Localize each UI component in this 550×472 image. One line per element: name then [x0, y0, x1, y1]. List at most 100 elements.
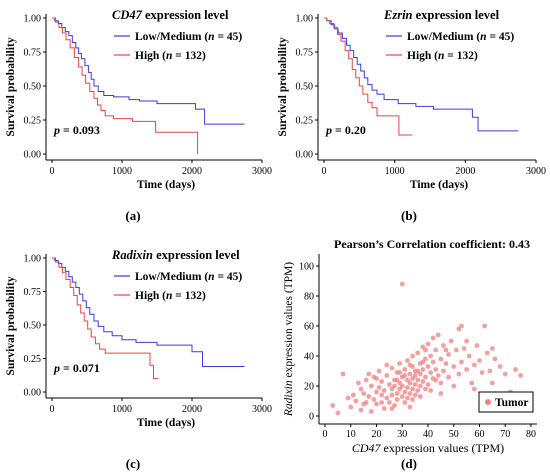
panel-d-scatter-point: [451, 383, 457, 389]
panel-d-scatter-point: [397, 361, 403, 366]
panel-d-scatter-point: [366, 371, 372, 377]
panel-d-scatter-point: [474, 343, 480, 348]
panel-d-scatter-point: [423, 374, 428, 380]
panel-d-y-tick-label: 0: [309, 412, 314, 423]
panel-d-scatter-point: [384, 395, 390, 401]
panel-d-scatter-point: [402, 367, 408, 372]
panel-d-scatter-point: [381, 406, 387, 411]
panel-a-x-axis-label: Time (days): [137, 179, 195, 191]
panel-c-y-tick-label: 0.75: [24, 287, 42, 298]
panel-b-x-tick-label: 2000: [455, 166, 475, 177]
panel-d-scatter-point: [410, 397, 415, 402]
panel-d-scatter-point: [415, 368, 421, 374]
panel-b-axes: 0 1000 2000 3000 0.00 0.25 0.50 0.75 1.00: [296, 14, 547, 178]
panel-d-scatter-point: [438, 356, 444, 362]
panel-d-scatter-point: [407, 380, 413, 386]
panel-d-scatter-point: [399, 383, 405, 389]
panel-d-scatter-point: [374, 389, 379, 395]
panel-d-scatter-point: [438, 391, 444, 396]
panel-d-scatter-point: [379, 392, 385, 398]
panel-d-scatter-point: [433, 367, 439, 372]
panel-d-scatter-point: [361, 401, 367, 407]
panel-d-x-tick-label: 30: [397, 429, 407, 440]
panel-d-scatter-point: [363, 377, 369, 383]
panel-d-y-tick-label: 60: [304, 322, 314, 333]
panel-d-scatter-point: [433, 377, 439, 383]
panel-a-x-tick-label: 2000: [182, 166, 202, 177]
panel-b-y-axis-label: Survival probability: [277, 37, 289, 136]
panel-c-km-curve-low-medium: [52, 257, 245, 368]
panel-d-scatter-point: [412, 382, 418, 387]
panel-d-scatter-point: [376, 385, 382, 390]
panel-d-scatter-point: [402, 400, 408, 405]
panel-label-c: (c): [125, 456, 141, 471]
panel-a-y-axis-label: Survival probability: [5, 37, 17, 136]
panel-b-km-curve-high: [324, 17, 413, 136]
panel-d-x-tick-label: 70: [500, 429, 510, 440]
panel-d-scatter-point: [451, 364, 457, 369]
panel-c-y-tick-label: 0.50: [24, 321, 42, 332]
panel-d-scatter-point: [459, 359, 464, 365]
panel-d-scatter-point: [446, 374, 451, 380]
panel-d-scatter-point: [435, 373, 441, 378]
panel-d-scatter-point: [448, 338, 454, 344]
panel-d-scatter-point: [407, 391, 413, 396]
panel-d-x-tick-label: 0: [323, 429, 328, 440]
panel-d-scatter-point: [394, 397, 400, 402]
panel-d-scatter-point: [518, 373, 524, 378]
panel-d-scatter-point: [469, 380, 475, 386]
panel-d-scatter-point: [428, 353, 433, 359]
panel-a-y-tick-label: 0.00: [24, 150, 42, 161]
panel-d-scatter-point: [420, 367, 426, 372]
panel-d-scatter-point: [384, 373, 390, 378]
panel-d-scatter-point: [415, 350, 421, 356]
panel-b-p-value: p = 0.20: [325, 123, 366, 137]
panel-b-legend-entry: Low/Medium (n = 45): [407, 31, 514, 43]
panel-d-scatter-point: [443, 347, 449, 353]
panel-d-scatter-point: [379, 379, 385, 384]
panel-b-y-tick-label: 0.00: [296, 150, 314, 161]
panel-d-scatter-point: [410, 353, 415, 359]
panel-d-scatter-point: [428, 388, 433, 393]
panel-d-scatter-point: [353, 398, 359, 404]
panel-d-scatter-point: [412, 373, 418, 378]
panel-b-title: Ezrin expression level: [383, 8, 500, 22]
panel-d-scatter-point: [464, 338, 470, 344]
panel-d-axes: 0 10 20 30 40 50 60 70 80 0 20 40 60 80 100: [299, 254, 537, 440]
panel-d-scatter-point: [489, 380, 495, 386]
panel-d-scatter-point: [425, 382, 431, 387]
panel-d-scatter-point: [402, 389, 408, 395]
panel-d-scatter-point: [415, 377, 421, 383]
panel-c-y-axis-label: Survival probability: [5, 276, 17, 375]
panel-a-x-tick-label: 3000: [252, 166, 272, 177]
panel-d-scatter-point: [374, 401, 379, 407]
panel-d-y-tick-label: 40: [304, 352, 314, 363]
panel-d-scatter-point: [335, 410, 341, 416]
panel-d-scatter-point: [361, 391, 367, 396]
panel-d-y-axis-label: Radixin expression values (TPM): [283, 262, 295, 417]
panel-d-scatter-point: [438, 380, 444, 386]
panel-d-scatter-point: [489, 346, 495, 351]
panel-c-x-tick-label: 1000: [112, 404, 132, 415]
panel-a-y-tick-label: 0.75: [24, 48, 42, 59]
panel-c-x-axis-label: Time (days): [137, 417, 195, 429]
panel-c-p-value: p = 0.071: [53, 361, 100, 375]
panel-d-scatter-point: [358, 407, 364, 413]
panel-d-scatter-point: [368, 383, 374, 389]
panel-d-x-axis-label: CD47 expression values (TPM): [352, 441, 504, 455]
panel-d-scatter-point: [443, 361, 449, 366]
panel-d-scatter-point: [358, 386, 364, 392]
panel-d-scatter-point: [461, 346, 467, 351]
panel-d-scatter-point: [376, 368, 382, 374]
panel-d-scatter-point: [407, 362, 413, 368]
panel-a-km-curve-high: [52, 17, 199, 154]
panel-label-b: (b): [401, 208, 417, 223]
panel-d-scatter-point: [407, 371, 413, 377]
panel-d-scatter-point: [366, 394, 372, 399]
panel-d-scatter-point: [471, 362, 477, 368]
panel-d-scatter-point: [487, 368, 493, 374]
panel-d-scatter-point: [405, 395, 410, 401]
panel-b-legend-entry: High (n = 132): [407, 50, 478, 62]
panel-d-y-tick-label: 20: [304, 382, 314, 393]
panel-d-scatter-point: [417, 394, 423, 399]
